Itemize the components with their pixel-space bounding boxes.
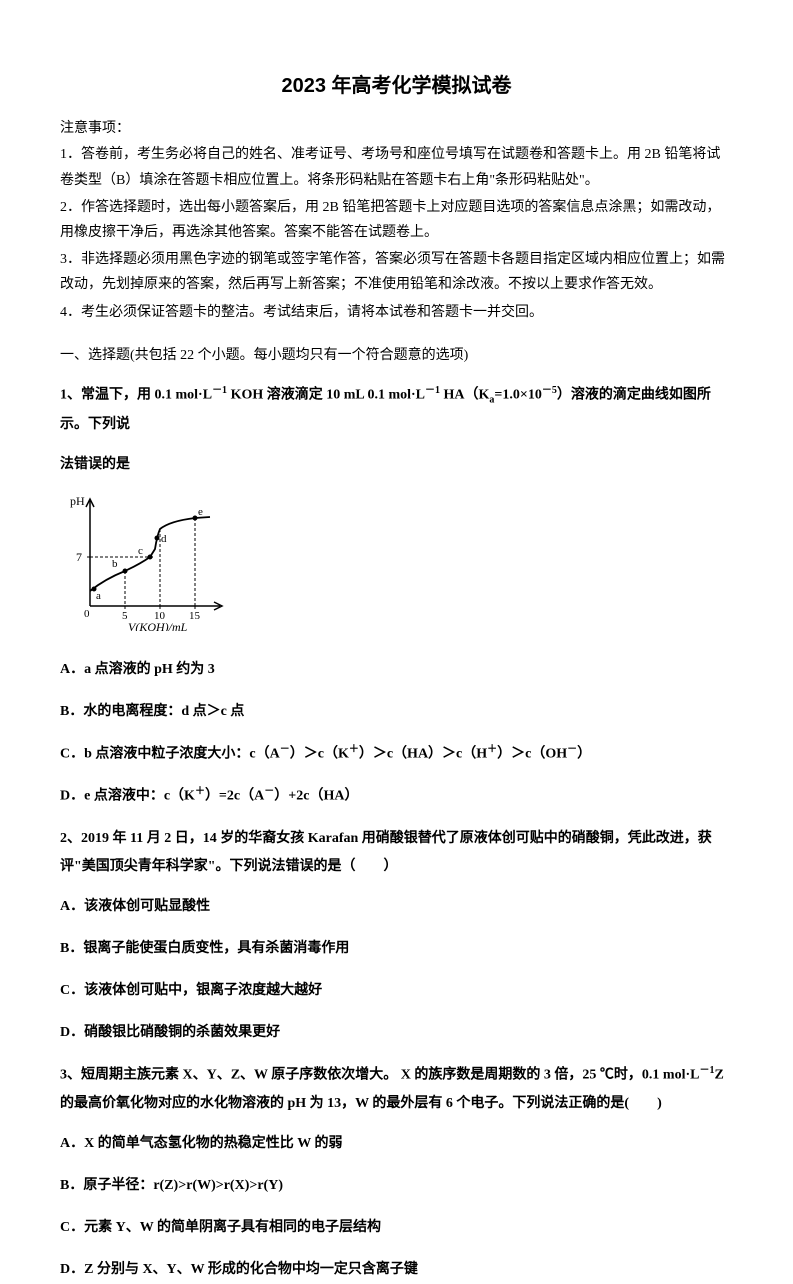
q1c-2: ）＞c（K (290, 746, 349, 761)
q1-sup-3: －5 (542, 385, 557, 396)
q3-option-a: A．X 的简单气态氢化物的热稳定性比 W 的弱 (60, 1130, 733, 1158)
q1-sup-2: －1 (425, 385, 440, 396)
q1c-4: ）＞c（OH (497, 746, 567, 761)
q1-option-d: D．e 点溶液中：c（K＋）=2c（A－）+2c（HA） (60, 782, 733, 811)
point-a: a (96, 590, 101, 602)
q2-text: 2019 年 11 月 2 日，14 岁的华裔女孩 Karafan 用硝酸银替代… (60, 831, 712, 874)
point-c: c (138, 545, 143, 557)
question-1-text: 1、常温下，用 0.1 mol·L－1 KOH 溶液滴定 10 mL 0.1 m… (60, 381, 733, 438)
q1-text-4: =1.0×10 (494, 388, 541, 403)
q2-option-a: A．该液体创可贴显酸性 (60, 893, 733, 921)
q1c-sup3: ＋ (487, 744, 497, 755)
question-2: 2、2019 年 11 月 2 日，14 岁的华裔女孩 Karafan 用硝酸银… (60, 825, 733, 1047)
q1-option-b: B．水的电离程度：d 点＞c 点 (60, 698, 733, 726)
question-3: 3、短周期主族元素 X、Y、Z、W 原子序数依次增大。 X 的族序数是周期数的 … (60, 1061, 733, 1284)
q3-option-b: B．原子半径：r(Z)>r(W)>r(X)>r(Y) (60, 1172, 733, 1200)
page-title: 2023 年高考化学模拟试卷 (60, 70, 733, 102)
section-header: 一、选择题(共包括 22 个小题。每小题均只有一个符合题意的选项) (60, 345, 733, 367)
y-tick-7: 7 (76, 550, 82, 564)
q1-chart: pH 7 5 10 15 V(KOH)/mL a b (60, 491, 733, 642)
q1-option-a: A．a 点溶液的 pH 约为 3 (60, 656, 733, 684)
origin: 0 (84, 608, 90, 620)
q1d-sup2: － (264, 786, 274, 797)
q1c-sup4: － (567, 744, 577, 755)
question-3-text: 3、短周期主族元素 X、Y、Z、W 原子序数依次增大。 X 的族序数是周期数的 … (60, 1061, 733, 1118)
q2-option-d: D．硝酸银比硝酸铜的杀菌效果更好 (60, 1019, 733, 1047)
notice-item-4: 4．考生必须保证答题卡的整洁。考试结束后，请将本试卷和答题卡一并交回。 (60, 300, 733, 325)
y-axis-label: pH (70, 494, 85, 508)
q1d-sup1: ＋ (195, 786, 205, 797)
q1c-5: ） (577, 746, 591, 761)
q1c-3: ）＞c（HA）＞c（H (359, 746, 487, 761)
q1c-1: C．b 点溶液中粒子浓度大小：c（A (60, 746, 280, 761)
q3-sup: －1 (699, 1065, 714, 1076)
q3-text-1: 短周期主族元素 X、Y、Z、W 原子序数依次增大。 X 的族序数是周期数的 3 … (81, 1068, 699, 1083)
notice-item-1: 1．答卷前，考生务必将自己的姓名、准考证号、考场号和座位号填写在试题卷和答题卡上… (60, 142, 733, 192)
q2-option-b: B．银离子能使蛋白质变性，具有杀菌消毒作用 (60, 935, 733, 963)
q2-option-c: C．该液体创可贴中，银离子浓度越大越好 (60, 977, 733, 1005)
q1-text-3: HA（K (440, 388, 489, 403)
question-2-text: 2、2019 年 11 月 2 日，14 岁的华裔女孩 Karafan 用硝酸银… (60, 825, 733, 881)
q2-number: 2、 (60, 831, 81, 846)
q1-sup-1: －1 (212, 385, 227, 396)
q1c-sup1: － (280, 744, 290, 755)
q1d-1: D．e 点溶液中：c（K (60, 789, 195, 804)
q3-option-c: C．元素 Y、W 的简单阴离子具有相同的电子层结构 (60, 1214, 733, 1242)
q1d-2: ）=2c（A (205, 789, 264, 804)
notice-item-2: 2．作答选择题时，选出每小题答案后，用 2B 铅笔把答题卡上对应题目选项的答案信… (60, 195, 733, 245)
point-b: b (112, 558, 118, 570)
q1d-3: ）+2c（HA） (274, 789, 358, 804)
q3-option-d: D．Z 分别与 X、Y、W 形成的化合物中均一定只含离子键 (60, 1256, 733, 1284)
titration-curve-chart: pH 7 5 10 15 V(KOH)/mL a b (60, 491, 230, 631)
q3-number: 3、 (60, 1068, 81, 1083)
q1-text-1: 常温下，用 0.1 mol·L (81, 388, 212, 403)
question-1: 1、常温下，用 0.1 mol·L－1 KOH 溶液滴定 10 mL 0.1 m… (60, 381, 733, 811)
notice-item-3: 3．非选择题必须用黑色字迹的钢笔或签字笔作答，答案必须写在答题卡各题目指定区域内… (60, 247, 733, 297)
point-d: d (161, 533, 167, 545)
q1-text-2: KOH 溶液滴定 10 mL 0.1 mol·L (227, 388, 425, 403)
q1-number: 1、 (60, 388, 81, 403)
q1c-sup2: ＋ (349, 744, 359, 755)
point-e: e (198, 506, 203, 518)
x-tick-15: 15 (189, 610, 201, 622)
notice-header: 注意事项： (60, 118, 733, 140)
q1-option-c: C．b 点溶液中粒子浓度大小：c（A－）＞c（K＋）＞c（HA）＞c（H＋）＞c… (60, 740, 733, 769)
x-axis-label: V(KOH)/mL (128, 620, 188, 631)
q1-text-line2: 法错误的是 (60, 451, 733, 479)
